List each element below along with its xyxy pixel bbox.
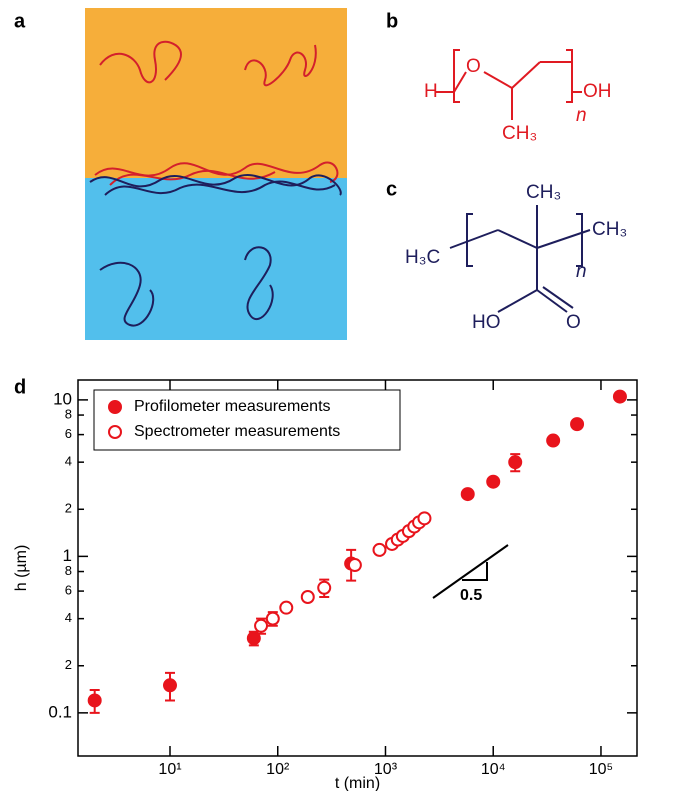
data-point <box>372 542 387 557</box>
legend-label: Spectrometer measurements <box>134 423 340 440</box>
pmaa-structure: H₃C CH₃ CH₃ n HO O <box>405 182 627 333</box>
y-tick-label: 4 <box>65 454 72 469</box>
legend-marker <box>108 400 122 414</box>
panel-label: d <box>14 376 26 398</box>
data-point <box>546 433 561 448</box>
y-tick-label: 4 <box>65 610 72 625</box>
data-point <box>162 678 177 693</box>
atom: CH₃ <box>526 182 561 203</box>
data-point <box>279 600 294 615</box>
y-tick-label: 8 <box>65 406 72 421</box>
y-tick-label: 6 <box>65 583 72 598</box>
atom: O <box>566 312 581 333</box>
y-axis-label: h (µm) <box>13 545 30 592</box>
y-tick-label: 1 <box>63 546 72 565</box>
pppo-structure: H O OH CH₃ n <box>424 49 612 144</box>
data-point <box>317 580 332 595</box>
y-tick-label: 2 <box>65 657 72 672</box>
atom: H₃C <box>405 247 440 268</box>
data-point <box>508 455 523 470</box>
x-tick-label: 10¹ <box>158 761 181 778</box>
data-point <box>246 631 261 646</box>
data-point <box>347 558 362 573</box>
atom: H <box>424 81 438 102</box>
x-axis-label: t (min) <box>335 775 380 791</box>
repeat-index: n <box>576 105 587 126</box>
y-tick-label: 0.1 <box>48 702 72 721</box>
data-point <box>460 487 475 502</box>
atom: CH₃ <box>502 123 537 144</box>
y-tick-label: 10 <box>53 389 72 408</box>
data-point <box>486 474 501 489</box>
data-point <box>254 618 269 633</box>
slope-triangle <box>432 544 509 599</box>
legend-marker <box>108 425 122 439</box>
annotation: 0.5 <box>460 587 482 604</box>
legend-label: Profilometer measurements <box>134 398 331 415</box>
data-point <box>300 590 315 605</box>
x-tick-label: 10³ <box>374 761 398 778</box>
x-tick-label: 10² <box>266 761 290 778</box>
data-point <box>87 693 102 708</box>
x-tick-label: 10⁴ <box>481 761 506 778</box>
y-tick-label: 6 <box>65 426 72 441</box>
panel-a-illustration <box>85 8 347 340</box>
atom: CH₃ <box>592 219 627 240</box>
data-point <box>265 611 280 626</box>
legend-box <box>93 389 401 451</box>
data-point <box>612 389 627 404</box>
plot-frame <box>77 379 638 757</box>
data-point <box>417 511 432 526</box>
atom: HO <box>472 312 501 333</box>
x-tick-label: 10⁵ <box>589 761 613 778</box>
panel-label: a <box>14 10 26 32</box>
atom: OH <box>583 81 612 102</box>
atom: O <box>466 56 481 77</box>
y-tick-label: 2 <box>65 501 72 516</box>
repeat-index: n <box>576 261 587 282</box>
data-point <box>570 417 585 432</box>
y-tick-label: 8 <box>65 563 72 578</box>
panel-label: b <box>386 10 398 32</box>
panel-label: c <box>386 178 397 200</box>
